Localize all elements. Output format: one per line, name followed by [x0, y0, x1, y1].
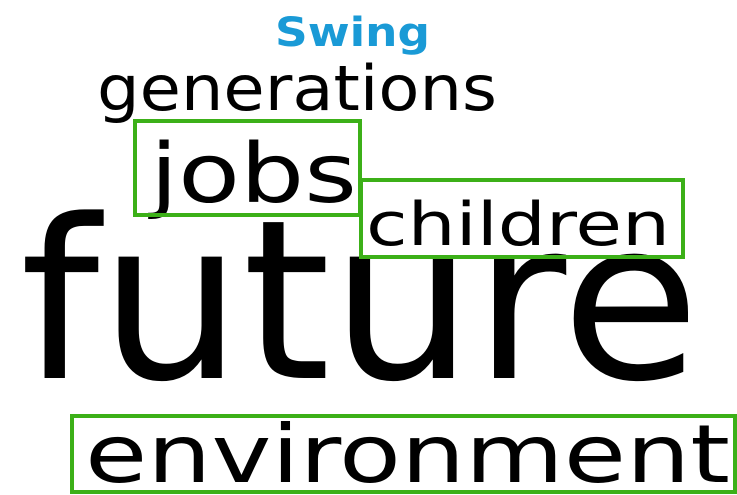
highlight-box [133, 119, 362, 217]
word: Swing [275, 10, 430, 56]
highlight-box [70, 414, 737, 494]
word: generations [97, 52, 497, 125]
highlight-box [359, 178, 685, 259]
word: jobs [148, 127, 357, 222]
word: children [366, 190, 670, 260]
word: environment [85, 408, 730, 495]
